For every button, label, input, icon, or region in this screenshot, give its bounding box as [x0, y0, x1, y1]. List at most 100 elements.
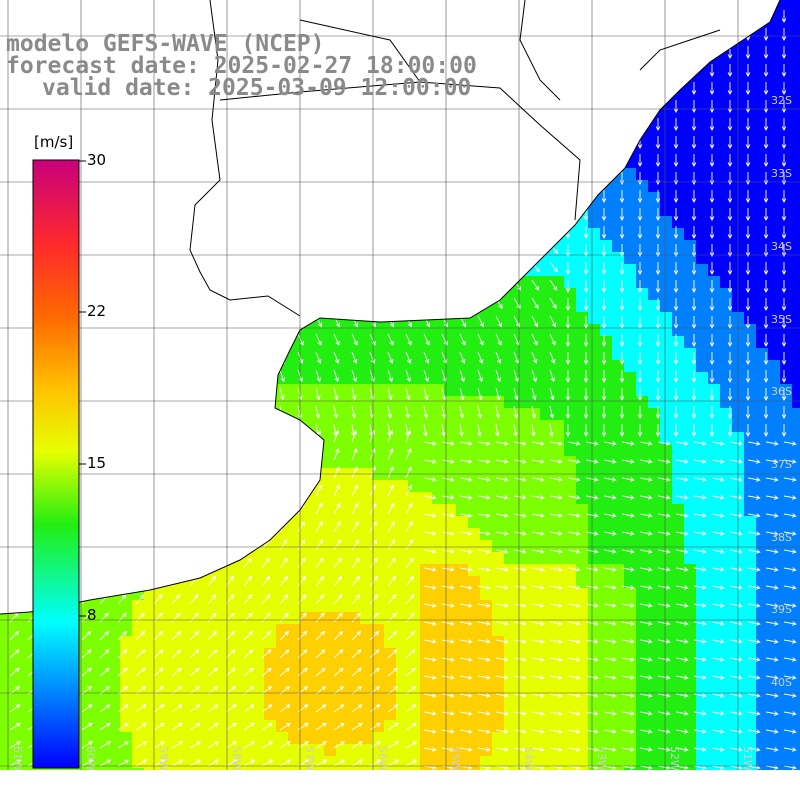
- wind-cell: [756, 696, 768, 708]
- wind-cell: [432, 732, 444, 744]
- wind-cell: [660, 720, 672, 732]
- wind-cell: [696, 324, 708, 336]
- wind-cell: [204, 696, 216, 708]
- wind-cell: [660, 168, 672, 180]
- wind-cell: [324, 480, 336, 492]
- wind-cell: [780, 300, 792, 312]
- wind-cell: [480, 720, 492, 732]
- wind-cell: [492, 672, 504, 684]
- wind-cell: [552, 480, 564, 492]
- wind-cell: [468, 372, 480, 384]
- wind-cell: [12, 708, 24, 720]
- wind-cell: [636, 324, 648, 336]
- wind-cell: [636, 420, 648, 432]
- wind-cell: [696, 612, 708, 624]
- wind-cell: [696, 372, 708, 384]
- wind-cell: [300, 588, 312, 600]
- wind-cell: [780, 0, 792, 12]
- wind-cell: [696, 360, 708, 372]
- wind-cell: [288, 360, 300, 372]
- wind-cell: [516, 660, 528, 672]
- wind-cell: [504, 444, 516, 456]
- wind-cell: [528, 672, 540, 684]
- wind-cell: [408, 708, 420, 720]
- wind-cell: [588, 348, 600, 360]
- wind-cell: [492, 660, 504, 672]
- wind-cell: [480, 444, 492, 456]
- wind-cell: [792, 396, 800, 408]
- wind-cell: [480, 396, 492, 408]
- wind-cell: [204, 588, 216, 600]
- wind-cell: [360, 660, 372, 672]
- wind-cell: [624, 360, 636, 372]
- wind-cell: [792, 72, 800, 84]
- wind-cell: [780, 120, 792, 132]
- wind-cell: [792, 120, 800, 132]
- wind-cell: [540, 660, 552, 672]
- wind-cell: [240, 696, 252, 708]
- wind-cell: [672, 108, 684, 120]
- wind-cell: [636, 672, 648, 684]
- wind-cell: [444, 420, 456, 432]
- wind-cell: [564, 696, 576, 708]
- wind-cell: [756, 384, 768, 396]
- wind-cell: [552, 408, 564, 420]
- wind-cell: [432, 624, 444, 636]
- wind-cell: [780, 732, 792, 744]
- wind-cell: [504, 588, 516, 600]
- wind-cell: [216, 660, 228, 672]
- wind-cell: [456, 432, 468, 444]
- wind-cell: [588, 276, 600, 288]
- wind-cell: [768, 180, 780, 192]
- wind-cell: [540, 624, 552, 636]
- wind-cell: [324, 348, 336, 360]
- wind-cell: [660, 408, 672, 420]
- wind-cell: [360, 336, 372, 348]
- wind-cell: [456, 660, 468, 672]
- wind-cell: [768, 396, 780, 408]
- wind-cell: [504, 336, 516, 348]
- wind-cell: [480, 312, 492, 324]
- wind-cell: [432, 696, 444, 708]
- wind-cell: [516, 480, 528, 492]
- wind-cell: [648, 732, 660, 744]
- wind-cell: [600, 564, 612, 576]
- wind-cell: [672, 384, 684, 396]
- wind-cell: [600, 228, 612, 240]
- wind-cell: [684, 420, 696, 432]
- wind-cell: [744, 348, 756, 360]
- wind-cell: [600, 528, 612, 540]
- wind-cell: [588, 504, 600, 516]
- wind-cell: [372, 564, 384, 576]
- wind-cell: [624, 516, 636, 528]
- wind-cell: [516, 612, 528, 624]
- wind-cell: [756, 444, 768, 456]
- wind-cell: [660, 480, 672, 492]
- wind-cell: [792, 36, 800, 48]
- wind-cell: [636, 564, 648, 576]
- wind-cell: [240, 708, 252, 720]
- wind-cell: [696, 108, 708, 120]
- wind-cell: [624, 648, 636, 660]
- wind-cell: [420, 456, 432, 468]
- wind-cell: [156, 720, 168, 732]
- wind-cell: [336, 588, 348, 600]
- wind-cell: [636, 336, 648, 348]
- wind-cell: [720, 456, 732, 468]
- wind-cell: [684, 276, 696, 288]
- wind-cell: [636, 588, 648, 600]
- wind-cell: [276, 648, 288, 660]
- wind-cell: [96, 744, 108, 756]
- wind-cell: [780, 372, 792, 384]
- wind-cell: [648, 660, 660, 672]
- wind-cell: [768, 432, 780, 444]
- wind-cell: [780, 108, 792, 120]
- wind-cell: [696, 180, 708, 192]
- wind-cell: [324, 744, 336, 756]
- wind-cell: [768, 288, 780, 300]
- wind-cell: [492, 744, 504, 756]
- wind-cell: [384, 444, 396, 456]
- wind-cell: [744, 60, 756, 72]
- wind-cell: [780, 384, 792, 396]
- wind-cell: [792, 216, 800, 228]
